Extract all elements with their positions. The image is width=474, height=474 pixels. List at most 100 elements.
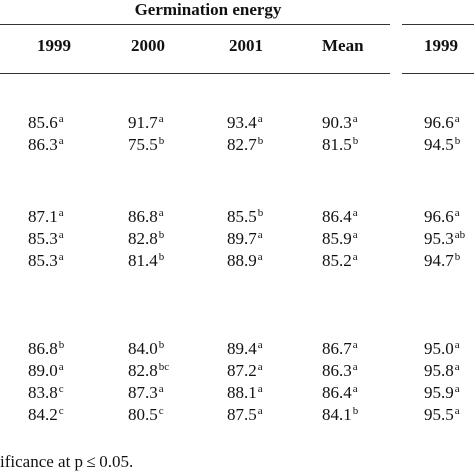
cell-value: 95.0 [424, 339, 454, 358]
column-header-4: 1999 [424, 36, 458, 55]
cell-value: 87.3 [128, 383, 158, 402]
table-cell: 87.3a [128, 383, 164, 405]
table-cell: 95.9a [424, 383, 460, 405]
cell-value: 95.8 [424, 361, 454, 380]
significance-letter: a [58, 229, 64, 241]
table-cell: 95.0a [424, 339, 460, 361]
cell-value: 93.4 [227, 113, 257, 132]
table-cell: 81.5b [322, 135, 358, 157]
significance-letter: a [58, 207, 64, 219]
significance-letter: a [58, 251, 64, 263]
significance-letter: a [158, 383, 164, 395]
significance-letter: a [352, 251, 358, 263]
significance-letter: a [454, 361, 460, 373]
significance-letter: a [58, 135, 64, 147]
significance-letter: c [58, 383, 64, 395]
cell-value: 81.5 [322, 135, 352, 154]
significance-letter: b [158, 339, 165, 351]
cell-value: 86.3 [28, 135, 58, 154]
cell-value: 94.5 [424, 135, 454, 154]
significance-letter: b [352, 135, 359, 147]
cell-value: 89.0 [28, 361, 58, 380]
table-cell: 85.6a [28, 113, 64, 135]
cell-value: 85.5 [227, 207, 257, 226]
significance-letter: b [352, 405, 359, 417]
cell-value: 86.8 [128, 207, 158, 226]
significance-letter: a [352, 113, 358, 125]
table-cell: 84.0b [128, 339, 164, 361]
cell-value: 95.9 [424, 383, 454, 402]
cell-value: 96.6 [424, 113, 454, 132]
cell-value: 83.8 [28, 383, 58, 402]
table-cell: 94.7b [424, 251, 460, 273]
cell-value: 90.3 [322, 113, 352, 132]
table-cell: 85.2a [322, 251, 358, 273]
table-cell: 86.4a [322, 383, 358, 405]
cell-value: 86.4 [322, 383, 352, 402]
header-rule-bottom-left [0, 73, 390, 74]
significance-letter: a [257, 339, 263, 351]
table-cell: 75.5b [128, 135, 164, 157]
table-cell: 86.8b [28, 339, 64, 361]
cell-value: 82.8 [128, 229, 158, 248]
table-cell: 94.5b [424, 135, 460, 157]
table-cell: 83.8c [28, 383, 64, 405]
table-cell: 82.8b [128, 229, 164, 251]
cell-value: 82.7 [227, 135, 257, 154]
table-cell: 85.5b [227, 207, 263, 229]
significance-letter: b [158, 251, 165, 263]
table-cell: 88.1a [227, 383, 263, 405]
significance-letter: c [58, 405, 64, 417]
significance-letter: c [158, 405, 164, 417]
cell-value: 95.5 [424, 405, 454, 424]
significance-letter: a [352, 361, 358, 373]
footnote: ificance at p ≤ 0.05. [0, 452, 134, 471]
table-cell: 84.2c [28, 405, 64, 427]
table-cell: 88.9a [227, 251, 263, 273]
significance-letter: a [257, 229, 263, 241]
table-cell: 91.7a [128, 113, 164, 135]
cell-value: 85.3 [28, 229, 58, 248]
cell-value: 86.3 [322, 361, 352, 380]
header-rule-bottom-right [402, 73, 474, 74]
cell-value: 85.9 [322, 229, 352, 248]
cell-value: 91.7 [128, 113, 158, 132]
significance-letter: a [454, 383, 460, 395]
cell-value: 88.1 [227, 383, 257, 402]
table-cell: 89.7a [227, 229, 263, 251]
cell-value: 84.2 [28, 405, 58, 424]
cell-value: 85.6 [28, 113, 58, 132]
significance-letter: a [454, 113, 460, 125]
table-cell: 86.3a [28, 135, 64, 157]
table-cell: 80.5c [128, 405, 164, 427]
cell-value: 87.2 [227, 361, 257, 380]
cell-value: 81.4 [128, 251, 158, 270]
table-cell: 82.8bc [128, 361, 169, 383]
table-cell: 82.7b [227, 135, 263, 157]
significance-letter: b [158, 229, 165, 241]
significance-letter: bc [158, 361, 170, 373]
table-cell: 81.4b [128, 251, 164, 273]
significance-letter: a [454, 207, 460, 219]
cell-value: 94.7 [424, 251, 454, 270]
table-cell: 90.3a [322, 113, 358, 135]
significance-letter: a [352, 339, 358, 351]
significance-letter: b [158, 135, 165, 147]
significance-letter: a [257, 113, 263, 125]
significance-letter: a [257, 405, 263, 417]
germination-energy-header: Germination energy [134, 0, 282, 19]
column-header-3: Mean [322, 36, 364, 55]
table-cell: 93.4a [227, 113, 263, 135]
table-cell: 85.9a [322, 229, 358, 251]
significance-letter: b [454, 251, 461, 263]
cell-value: 95.3 [424, 229, 454, 248]
significance-letter: a [58, 113, 64, 125]
cell-value: 86.8 [28, 339, 58, 358]
significance-letter: a [58, 361, 64, 373]
table-cell: 87.2a [227, 361, 263, 383]
significance-letter: b [257, 135, 264, 147]
cell-value: 84.0 [128, 339, 158, 358]
cell-value: 87.5 [227, 405, 257, 424]
significance-letter: b [454, 135, 461, 147]
cell-value: 85.2 [322, 251, 352, 270]
